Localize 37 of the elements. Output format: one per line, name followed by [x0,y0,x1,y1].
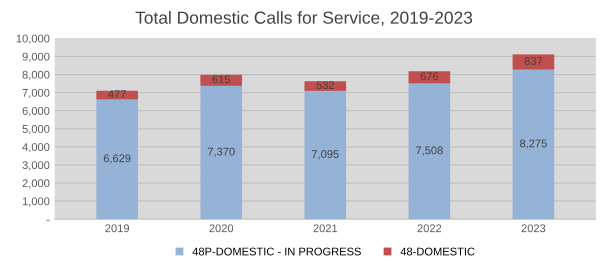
data-label: 837 [524,57,542,65]
data-label: 7,508 [416,146,443,156]
y-tick-label: 5,000 [22,125,50,134]
y-tick-label: 8,000 [22,70,50,80]
y-tick-label: 9,000 [22,52,50,62]
legend-label: 48-DOMESTIC [400,248,475,256]
data-label: 7,370 [208,148,235,157]
x-tick-label: 2020 [209,224,234,232]
bar [408,83,450,220]
y-tick-label: - [46,220,50,221]
legend-label: 48P-DOMESTIC - IN PROGRESS [192,248,361,256]
y-tick-label: 3,000 [22,161,50,170]
chart-title: Total Domestic Calls for Service, 2019-2023 [136,11,472,26]
y-tick-label: 7,000 [22,88,50,98]
bar [512,70,554,220]
data-label: 7,095 [312,150,339,160]
x-tick-label: 2022 [418,224,442,232]
data-label: 615 [212,75,230,84]
data-label: 676 [420,72,438,80]
bar [96,90,138,100]
y-tick-label: 6,000 [22,106,50,116]
y-tick-label: 4,000 [22,143,50,152]
bar [200,86,242,220]
y-tick-label: 10,000 [16,34,50,44]
y-tick-label: 2,000 [22,179,50,188]
x-tick-label: 2021 [313,224,338,232]
data-label: 532 [316,81,334,90]
x-tick-label: 2023 [522,224,546,232]
x-tick-label: 2019 [105,224,129,232]
bar [96,99,138,220]
bar [512,54,554,70]
bar [408,71,450,84]
data-label: 477 [108,90,126,98]
y-tick-label: 1,000 [22,197,50,207]
bar [304,90,346,220]
data-label: 8,275 [520,139,547,149]
data-label: 6,629 [104,154,131,164]
